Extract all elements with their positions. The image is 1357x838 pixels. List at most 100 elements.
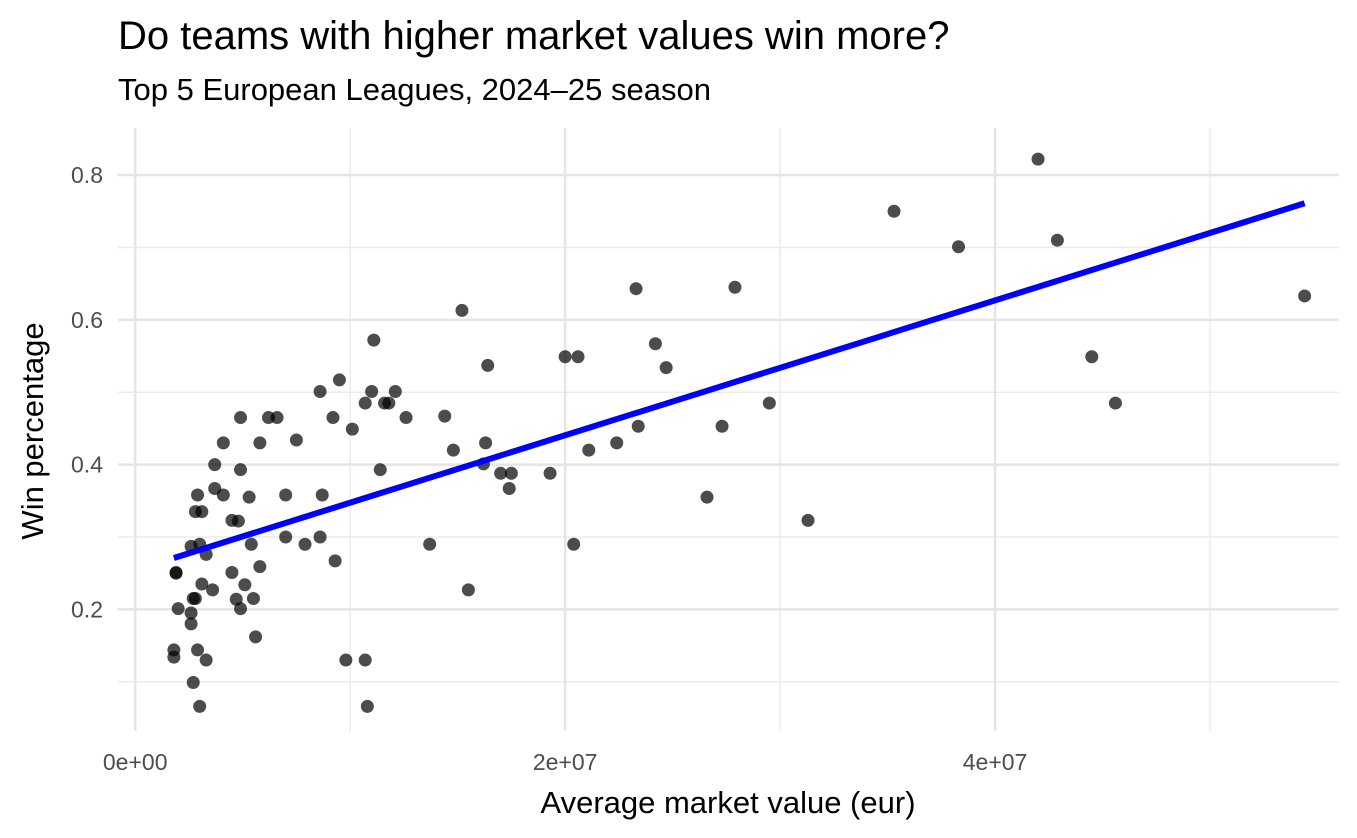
data-point bbox=[345, 422, 359, 436]
y-tick-label: 0.4 bbox=[71, 452, 103, 478]
data-point bbox=[246, 592, 260, 606]
trend-line bbox=[172, 200, 1306, 561]
data-point bbox=[365, 384, 379, 398]
data-point bbox=[253, 436, 267, 450]
data-point bbox=[629, 282, 643, 296]
data-point bbox=[191, 488, 205, 502]
data-point bbox=[543, 466, 557, 480]
data-point bbox=[1108, 396, 1122, 410]
data-point bbox=[184, 617, 198, 631]
y-tick-label: 0.6 bbox=[71, 307, 103, 333]
data-point bbox=[801, 513, 815, 527]
data-point bbox=[199, 653, 213, 667]
data-point bbox=[234, 463, 248, 477]
data-point bbox=[242, 490, 256, 504]
data-point bbox=[328, 554, 342, 568]
data-point bbox=[184, 606, 198, 620]
data-point bbox=[438, 409, 452, 423]
x-tick-label: 2e+07 bbox=[533, 749, 598, 775]
data-point bbox=[216, 488, 230, 502]
data-point bbox=[659, 361, 673, 375]
data-point bbox=[504, 466, 518, 480]
y-tick-label: 0.8 bbox=[71, 162, 103, 188]
data-point bbox=[193, 699, 207, 713]
chart-title: Do teams with higher market values win m… bbox=[118, 14, 950, 58]
data-point bbox=[1031, 152, 1045, 166]
data-point bbox=[186, 675, 200, 689]
data-point bbox=[502, 481, 516, 495]
data-point bbox=[358, 653, 372, 667]
data-point bbox=[279, 488, 293, 502]
data-point bbox=[479, 436, 493, 450]
data-point bbox=[171, 602, 185, 616]
data-point bbox=[234, 602, 248, 616]
data-point bbox=[423, 537, 437, 551]
data-point bbox=[339, 653, 353, 667]
data-point bbox=[952, 240, 966, 254]
data-point bbox=[373, 463, 387, 477]
data-point bbox=[631, 419, 645, 433]
data-point bbox=[494, 466, 508, 480]
data-point bbox=[167, 650, 181, 664]
data-point bbox=[191, 643, 205, 657]
trend-line-group bbox=[172, 200, 1306, 561]
data-point bbox=[610, 436, 624, 450]
x-axis-title: Average market value (eur) bbox=[540, 785, 915, 820]
data-point bbox=[461, 583, 475, 597]
data-point bbox=[382, 396, 396, 410]
data-point bbox=[887, 204, 901, 218]
data-point bbox=[206, 583, 220, 597]
data-point bbox=[244, 537, 258, 551]
chart-subtitle: Top 5 European Leagues, 2024–25 season bbox=[118, 72, 711, 107]
data-point bbox=[208, 458, 222, 472]
data-point bbox=[571, 350, 585, 364]
data-point bbox=[481, 358, 495, 372]
data-point bbox=[234, 411, 248, 425]
data-point bbox=[1298, 289, 1312, 303]
data-point bbox=[253, 560, 267, 574]
data-point bbox=[249, 630, 263, 644]
data-point bbox=[313, 384, 327, 398]
data-point bbox=[225, 565, 239, 579]
data-point bbox=[216, 436, 230, 450]
data-point bbox=[728, 280, 742, 294]
data-point bbox=[169, 565, 183, 579]
data-point bbox=[567, 537, 581, 551]
x-tick-label: 4e+07 bbox=[963, 749, 1028, 775]
data-point bbox=[238, 578, 252, 592]
data-point bbox=[715, 419, 729, 433]
data-point bbox=[298, 537, 312, 551]
y-tick-label: 0.2 bbox=[71, 596, 103, 622]
data-point bbox=[231, 514, 245, 528]
y-axis-title: Win percentage bbox=[15, 322, 50, 539]
data-point bbox=[648, 337, 662, 351]
data-point bbox=[399, 411, 413, 425]
data-point bbox=[326, 411, 340, 425]
data-point bbox=[188, 592, 202, 606]
data-point bbox=[558, 350, 572, 364]
data-point bbox=[270, 411, 284, 425]
data-point bbox=[279, 530, 293, 544]
data-point bbox=[315, 488, 329, 502]
data-point bbox=[1085, 350, 1099, 364]
data-point bbox=[700, 490, 714, 504]
data-points bbox=[167, 152, 1312, 713]
y-axis-ticks: 0.2 0.4 0.6 0.8 bbox=[71, 162, 103, 622]
data-point bbox=[289, 433, 303, 447]
data-point bbox=[388, 384, 402, 398]
grid-lines bbox=[118, 128, 1339, 731]
data-point bbox=[195, 577, 209, 591]
data-point bbox=[762, 396, 776, 410]
data-point bbox=[446, 443, 460, 457]
data-point bbox=[313, 530, 327, 544]
data-point bbox=[455, 303, 469, 317]
x-axis-ticks: 0e+00 2e+07 4e+07 bbox=[103, 749, 1027, 775]
data-point bbox=[195, 505, 209, 519]
x-tick-label: 0e+00 bbox=[103, 749, 168, 775]
data-point bbox=[358, 396, 372, 410]
data-point bbox=[1050, 233, 1064, 247]
data-point bbox=[582, 443, 596, 457]
data-point bbox=[367, 333, 381, 347]
